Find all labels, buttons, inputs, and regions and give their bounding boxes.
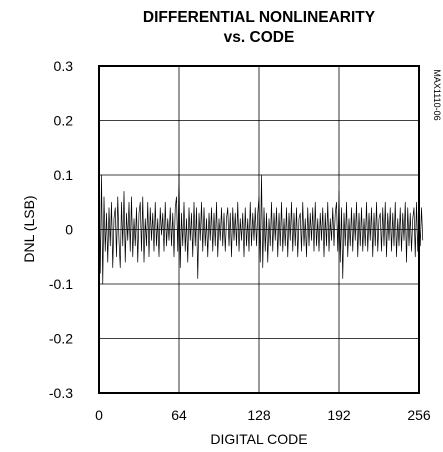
y-tick-labels: 0.3 0.2 0.1 0 -0.1 -0.2 -0.3 — [49, 58, 73, 401]
y-tick-label: -0.3 — [49, 385, 73, 401]
figure-code-label: MAX1110-06 — [432, 69, 442, 120]
dnl-series-line — [98, 174, 424, 285]
y-tick-label: 0.1 — [54, 167, 74, 183]
y-tick-label: 0.2 — [54, 113, 74, 129]
chart-title-line-2: vs. CODE — [224, 29, 295, 46]
series-layer — [98, 174, 424, 285]
x-tick-label: 64 — [171, 407, 187, 423]
y-tick-label: -0.1 — [49, 276, 73, 292]
x-axis-label: DIGITAL CODE — [210, 431, 307, 447]
y-axis-label: DNL (LSB) — [21, 195, 37, 262]
plot-frame — [98, 65, 420, 394]
x-tick-label: 128 — [247, 407, 271, 423]
x-tick-labels: 0 64 128 192 256 — [95, 407, 431, 423]
y-tick-label: 0.3 — [54, 58, 74, 74]
x-tick-label: 192 — [327, 407, 351, 423]
x-tick-label: 256 — [407, 407, 431, 423]
x-tick-label: 0 — [95, 407, 103, 423]
chart-title-line-1: DIFFERENTIAL NONLINEARITY — [143, 9, 376, 26]
y-tick-label: -0.2 — [49, 331, 73, 347]
y-tick-label: 0 — [65, 222, 73, 238]
